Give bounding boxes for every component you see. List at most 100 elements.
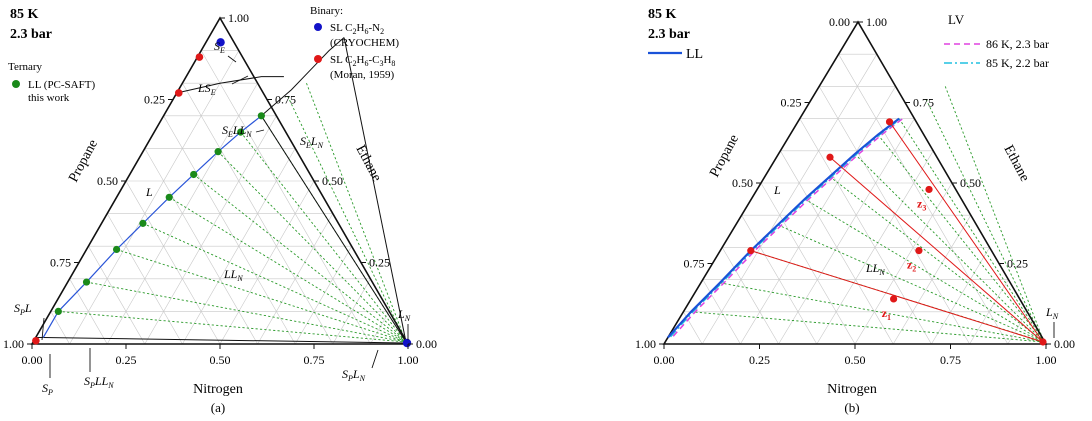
gridline-propane xyxy=(721,247,779,345)
binary-c3-point xyxy=(174,89,183,97)
tie-line xyxy=(877,134,1045,343)
tick-label-bottom: 0.00 xyxy=(22,353,43,367)
tie-line xyxy=(944,86,1045,343)
gridline-nitrogen xyxy=(778,118,915,345)
panel-b-gridlines xyxy=(683,53,1028,345)
lv-86k-curve xyxy=(672,116,905,337)
panel-b-temperature: 85 K xyxy=(648,7,677,22)
gridline-propane xyxy=(760,182,856,345)
panel-a-legend-binary-c3-marker xyxy=(314,55,322,63)
panel-a-legend-binary-n2-marker xyxy=(314,23,322,31)
tie-line xyxy=(240,131,407,343)
ll-point xyxy=(237,128,245,136)
ll-point xyxy=(82,278,91,286)
tick-label-left: 1.00 xyxy=(635,337,656,351)
boundary-line xyxy=(261,37,345,117)
panel-a-label-l: L xyxy=(145,185,153,199)
ll-point xyxy=(139,219,147,227)
gridline-nitrogen xyxy=(144,115,277,345)
gridline-nitrogen xyxy=(1007,311,1028,345)
tie-line xyxy=(217,151,407,343)
tie-line xyxy=(925,99,1045,343)
ll-curve xyxy=(667,117,900,339)
panel-b-legend-lv-86k: 86 K, 2.3 bar xyxy=(986,37,1049,51)
panel-a-label-spl: SPL xyxy=(14,301,32,317)
tie-line xyxy=(142,222,407,343)
tick-label-right: 0.75 xyxy=(275,93,296,107)
ll-point xyxy=(257,112,265,120)
feed-label: z2 xyxy=(907,258,916,274)
tick-label-left: 0.25 xyxy=(144,93,165,107)
panel-a-bottom-axis-title: Nitrogen xyxy=(193,382,243,397)
tie-line xyxy=(898,118,1045,343)
gridline-propane xyxy=(163,115,296,345)
panel-a-label-spln: SPLN xyxy=(342,367,366,383)
panel-b-right-axis-title: Ethane xyxy=(1000,143,1031,184)
panel-a-legend-ternary-title: Ternary xyxy=(8,61,43,73)
panel-b-left-axis-title: Propane xyxy=(707,132,742,180)
tick-label-right: 0.50 xyxy=(322,174,343,188)
panel-a-legend-binary-c3: SL C2H6-C3H8 xyxy=(330,54,395,68)
panel-a: 0.00 0.25 0.50 0.75 1.00 0.00 0.25 0.50 0.75 1.00… xyxy=(3,5,437,415)
tick-label-right: 0.75 xyxy=(913,96,934,110)
panel-a-label-seln: SELN xyxy=(300,134,324,150)
tick-label-left: 0.75 xyxy=(50,256,71,270)
feed-tie-point xyxy=(747,247,755,255)
panel-b-lv-curves xyxy=(670,116,905,338)
feed-tie-point xyxy=(826,153,834,161)
ll-point xyxy=(113,245,121,254)
panel-a-annotation-pointers xyxy=(41,55,409,378)
panel-b-feed-tie-lines: z1 z2 z3 xyxy=(747,118,1047,346)
tick-label-bottom: 0.50 xyxy=(210,353,231,367)
ll-point xyxy=(165,193,173,201)
tick-label-right: 0.50 xyxy=(960,176,981,190)
tick-label-bottom: 0.75 xyxy=(304,353,325,367)
feed-label: z3 xyxy=(917,196,926,212)
panel-a-caption: (a) xyxy=(211,400,225,415)
tick-label-right: 0.25 xyxy=(1007,257,1028,271)
panel-a-pointer-se xyxy=(227,55,237,63)
gridline-nitrogen xyxy=(257,213,334,345)
gridline-propane xyxy=(702,279,741,345)
gridline-nitrogen xyxy=(219,180,315,345)
feed-tie-line xyxy=(750,250,1044,343)
panel-b-label-ln: LN xyxy=(1045,305,1059,321)
panel-a-legend-binary-c3-source: (Moran, 1959) xyxy=(330,69,394,81)
tick-label-left: 0.75 xyxy=(684,257,705,271)
panel-a-label-se: SE xyxy=(214,39,225,55)
tick-label-right: 0.00 xyxy=(416,337,437,351)
panel-b-ll-curve xyxy=(667,117,900,339)
gridline-nitrogen xyxy=(69,50,240,345)
panel-b-tie-lines xyxy=(691,86,1045,343)
tick-label-right: 0.25 xyxy=(369,256,390,270)
tie-line xyxy=(854,153,1045,343)
panel-a-phase-boundaries xyxy=(35,37,407,344)
tie-line xyxy=(58,310,407,343)
ll-point xyxy=(190,170,198,179)
feed-point xyxy=(915,247,923,255)
panel-a-pointer-lse xyxy=(231,75,249,85)
boundary-line xyxy=(176,76,284,94)
panel-b-legend-lv-85k: 85 K, 2.2 bar xyxy=(986,56,1049,70)
gridline-propane xyxy=(106,213,183,345)
tick-label-bottom: 1.00 xyxy=(1036,353,1057,367)
tick-label-bottom: 0.50 xyxy=(845,353,866,367)
tick-label-right: 0.00 xyxy=(1054,337,1075,351)
panel-b-caption: (b) xyxy=(844,400,859,415)
panel-b-legend-ll-label: LL xyxy=(686,47,703,62)
gridline-propane xyxy=(799,118,932,345)
tie-line xyxy=(719,282,1045,343)
panel-a-label-sp: SP xyxy=(42,381,53,397)
tick-label-bottom: 1.00 xyxy=(398,353,419,367)
panel-b-label-l: L xyxy=(773,183,781,197)
tie-line xyxy=(287,96,407,343)
tick-label-bottom: 0.25 xyxy=(749,353,770,367)
lv-85k-curve xyxy=(670,117,903,338)
tie-line xyxy=(169,196,407,343)
panel-a-left-axis-title: Propane xyxy=(66,137,101,185)
panel-b-label-lln: LLN xyxy=(865,261,885,277)
tie-line xyxy=(116,249,407,343)
tick-label-left: 0.25 xyxy=(781,96,802,110)
tie-line xyxy=(691,311,1045,343)
